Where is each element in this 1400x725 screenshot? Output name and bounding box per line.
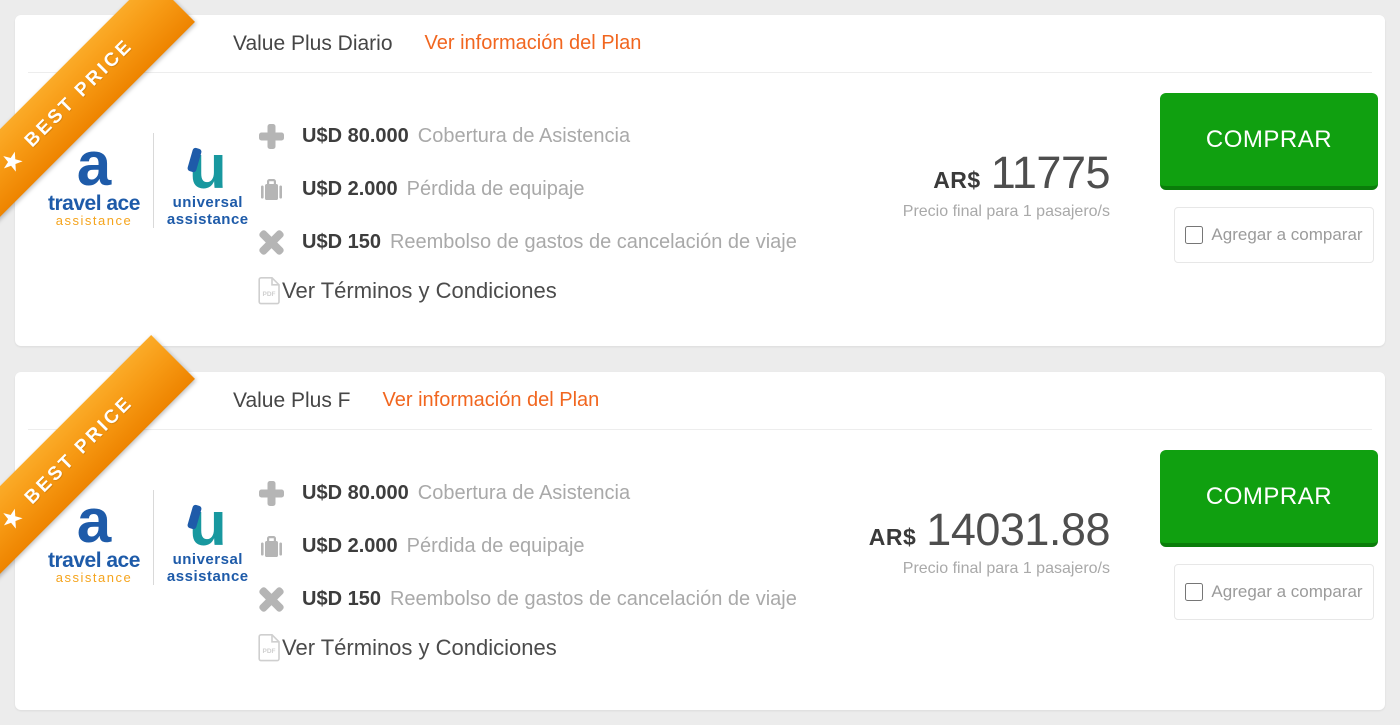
buy-button[interactable]: COMPRAR: [1160, 450, 1378, 547]
benefit-row: U$D 80.000 Cobertura de Asistencia: [258, 467, 797, 520]
provider-logos: a travel ace assistance u universal assi…: [48, 490, 268, 585]
travel-ace-logo: a travel ace assistance: [48, 487, 140, 585]
terms-row: PDF Ver Términos y Condiciones: [258, 276, 797, 305]
compare-label[interactable]: Agregar a comparar: [1211, 582, 1363, 601]
travel-ace-name: travel ace: [48, 549, 140, 572]
travel-ace-mark: a: [76, 487, 112, 557]
price-amount: 14031.88: [926, 504, 1110, 555]
universal-name: universal: [172, 551, 243, 568]
benefit-value: U$D 80.000: [302, 125, 409, 147]
pdf-icon: PDF: [258, 276, 282, 305]
currency-label: AR$: [933, 167, 981, 193]
plan-name: Value Plus Diario: [233, 31, 393, 55]
benefit-row: U$D 80.000 Cobertura de Asistencia: [258, 110, 797, 163]
luggage-icon: [258, 176, 302, 203]
header-divider: [28, 72, 1372, 73]
travel-ace-name: travel ace: [48, 192, 140, 215]
benefit-label: Cobertura de Asistencia: [417, 482, 631, 504]
provider-logos: a travel ace assistance u universal assi…: [48, 133, 268, 228]
benefit-value: U$D 2.000: [302, 535, 398, 557]
plan-name: Value Plus F: [233, 388, 351, 412]
terms-link[interactable]: Ver Términos y Condiciones: [282, 634, 557, 660]
plan-info-link[interactable]: Ver información del Plan: [382, 389, 600, 411]
svg-text:PDF: PDF: [263, 291, 276, 298]
travel-ace-mark: a: [76, 130, 112, 200]
travel-ace-sub: assistance: [55, 213, 133, 228]
card-header: Value Plus Diario Ver información del Pl…: [233, 15, 641, 72]
logo-divider: [152, 133, 154, 228]
compare-label[interactable]: Agregar a comparar: [1211, 225, 1363, 244]
benefit-value: U$D 150: [302, 231, 381, 253]
plan-card: ★ BEST PRICE Value Plus F Ver informació…: [0, 335, 1385, 710]
price-note: Precio final para 1 pasajero/s: [902, 203, 1110, 220]
benefit-value: U$D 150: [302, 588, 381, 610]
compare-box[interactable]: Agregar a comparar: [1174, 564, 1374, 620]
compare-checkbox[interactable]: [1185, 226, 1204, 244]
plus-icon: [258, 123, 302, 150]
benefit-value: U$D 2.000: [302, 178, 398, 200]
terms-row: PDF Ver Términos y Condiciones: [258, 633, 797, 662]
price-block: AR$ 14031.88 Precio final para 1 pasajer…: [780, 504, 1111, 578]
buy-button[interactable]: COMPRAR: [1160, 93, 1378, 190]
universal-assistance-logo: u universal assistance: [166, 494, 249, 585]
travel-ace-logo: a travel ace assistance: [48, 130, 140, 228]
universal-assistance-logo: u universal assistance: [166, 137, 249, 228]
universal-sub: assistance: [166, 567, 249, 585]
plan-card: ★ BEST PRICE Value Plus Diario Ver infor…: [0, 0, 1385, 346]
compare-box[interactable]: Agregar a comparar: [1174, 207, 1374, 263]
plan-info-link[interactable]: Ver información del Plan: [424, 32, 642, 54]
card-header: Value Plus F Ver información del Plan: [233, 372, 599, 429]
benefit-label: Pérdida de equipaje: [406, 535, 585, 557]
terms-link[interactable]: Ver Términos y Condiciones: [282, 277, 557, 303]
plus-icon: [258, 480, 302, 507]
header-divider: [28, 429, 1372, 430]
svg-text:PDF: PDF: [263, 648, 276, 655]
cancel-icon: [258, 586, 302, 613]
benefits-list: U$D 80.000 Cobertura de Asistencia U$D 2…: [258, 467, 797, 662]
benefits-list: U$D 80.000 Cobertura de Asistencia U$D 2…: [258, 110, 797, 305]
travel-ace-sub: assistance: [55, 570, 133, 585]
benefit-label: Reembolso de gastos de cancelación de vi…: [389, 588, 797, 610]
universal-mark: u: [186, 137, 227, 199]
star-icon: ★: [0, 500, 31, 537]
price-note: Precio final para 1 pasajero/s: [902, 560, 1110, 577]
benefit-label: Pérdida de equipaje: [406, 178, 585, 200]
benefit-row: U$D 2.000 Pérdida de equipaje: [258, 163, 797, 216]
logo-divider: [152, 490, 154, 585]
benefit-label: Cobertura de Asistencia: [417, 125, 631, 147]
benefit-label: Reembolso de gastos de cancelación de vi…: [389, 231, 797, 253]
universal-name: universal: [172, 194, 243, 211]
cancel-icon: [258, 229, 302, 256]
universal-sub: assistance: [166, 210, 249, 228]
benefit-row: U$D 150 Reembolso de gastos de cancelaci…: [258, 216, 797, 269]
benefit-value: U$D 80.000: [302, 482, 409, 504]
star-icon: ★: [0, 143, 31, 180]
benefit-row: U$D 2.000 Pérdida de equipaje: [258, 520, 797, 573]
universal-mark: u: [186, 494, 227, 556]
price-amount: 11775: [990, 147, 1111, 198]
luggage-icon: [258, 533, 302, 560]
compare-checkbox[interactable]: [1185, 583, 1204, 601]
price-block: AR$ 11775 Precio final para 1 pasajero/s: [780, 147, 1111, 221]
benefit-row: U$D 150 Reembolso de gastos de cancelaci…: [258, 573, 797, 626]
pdf-icon: PDF: [258, 633, 282, 662]
currency-label: AR$: [868, 524, 917, 550]
